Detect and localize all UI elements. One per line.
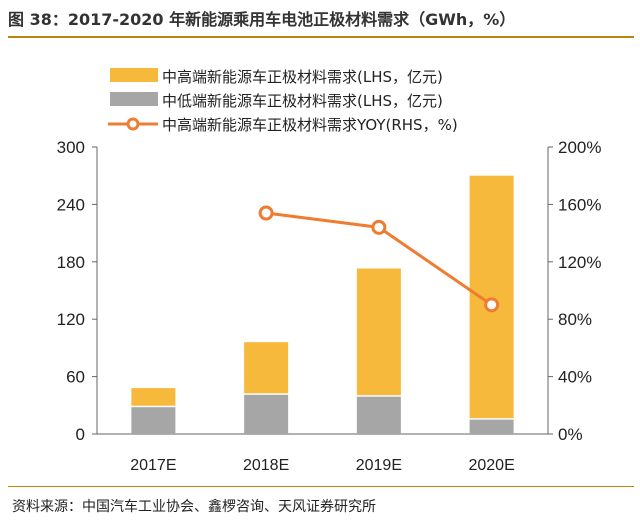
legend-label-2: 中高端新能源车正极材料需求YOY(RHS，%) — [162, 116, 458, 134]
footer-rule — [8, 486, 634, 487]
bar-high-end-2020E — [469, 175, 514, 419]
legend-swatch-0 — [110, 68, 158, 82]
right-tick-label-0: 0% — [558, 425, 583, 444]
x-tick-label-0: 2017E — [130, 457, 176, 474]
bar-high-end-2018E — [244, 342, 289, 394]
bar-low-end-2018E — [244, 394, 289, 434]
yoy-point-2019E — [371, 219, 387, 235]
title-rule — [8, 36, 634, 38]
left-tick-label-5: 300 — [57, 138, 85, 157]
legend-label-0: 中高端新能源车正极材料需求(LHS，亿元) — [162, 68, 443, 86]
left-tick-label-1: 60 — [66, 368, 85, 387]
legend-marker-2 — [126, 117, 140, 131]
left-tick-label-2: 120 — [57, 310, 85, 329]
right-tick-label-3: 120% — [558, 253, 601, 272]
left-tick-label-4: 240 — [57, 195, 85, 214]
left-tick-label-3: 180 — [57, 253, 85, 272]
yoy-point-2020E — [484, 297, 500, 313]
right-tick-label-4: 160% — [558, 195, 601, 214]
bar-high-end-2017E — [131, 388, 176, 406]
right-tick-label-1: 40% — [558, 368, 592, 387]
chart-legend: 中高端新能源车正极材料需求(LHS，亿元) 中低端新能源车正极材料需求(LHS，亿… — [108, 68, 458, 134]
legend-swatch-1 — [110, 92, 158, 106]
axis-labels: 0 60 120 180 240 300 0% 40% 80% 120% 160% 200% 2017E… — [57, 138, 602, 474]
bar-high-end-2019E — [356, 268, 401, 396]
right-tick-label-5: 200% — [558, 138, 601, 157]
x-tick-label-3: 2020E — [468, 457, 514, 474]
yoy-line — [258, 205, 500, 313]
source-note: 资料来源：中国汽车工业协会、鑫椤咨询、天风证券研究所 — [12, 499, 376, 515]
bar-low-end-2019E — [356, 396, 401, 434]
x-tick-label-1: 2018E — [243, 457, 289, 474]
yoy-point-2018E — [258, 205, 274, 221]
left-tick-label-0: 0 — [76, 425, 85, 444]
chart-bars — [131, 175, 514, 434]
figure-title: 图 38：2017-2020 年新能源乘用车电池正极材料需求（GWh，%） — [8, 10, 516, 29]
bar-low-end-2017E — [131, 407, 176, 434]
x-tick-label-2: 2019E — [356, 457, 402, 474]
bar-low-end-2020E — [469, 419, 514, 434]
legend-label-1: 中低端新能源车正极材料需求(LHS，亿元) — [162, 92, 443, 110]
right-tick-label-2: 80% — [558, 310, 592, 329]
